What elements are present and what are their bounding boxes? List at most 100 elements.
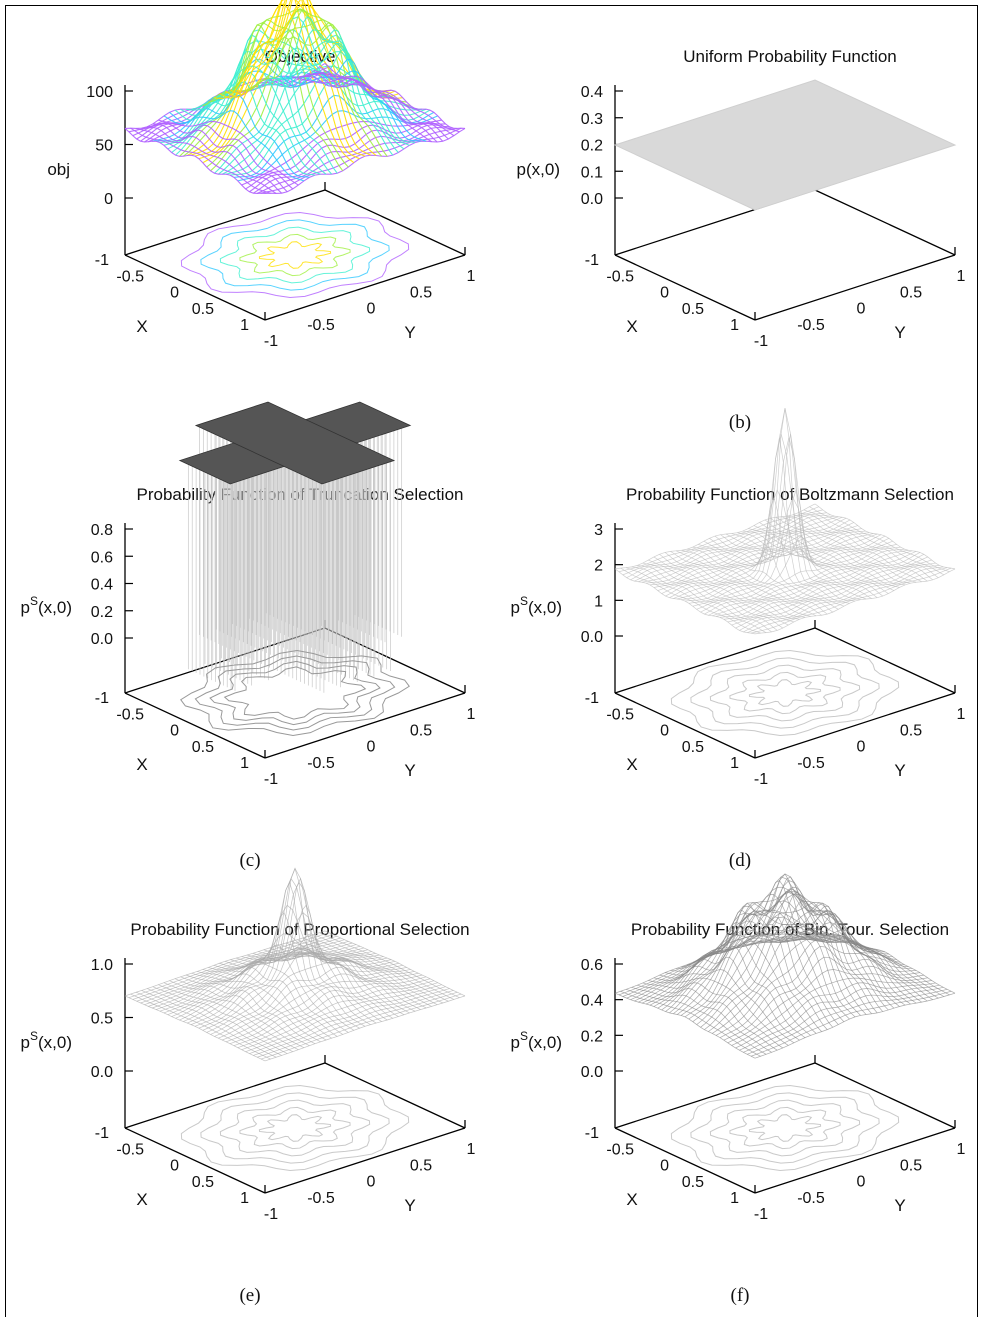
base-contour xyxy=(709,1099,861,1157)
chart-title: Uniform Probability Function xyxy=(683,47,897,66)
panel-d: Probability Function of Boltzmann Select… xyxy=(500,408,980,898)
mesh-line-y xyxy=(798,512,939,578)
x-tick-label: -1 xyxy=(585,690,599,707)
base-back-right xyxy=(814,189,956,256)
z-tick-label: 0.2 xyxy=(581,138,603,155)
y-tick-label: -1 xyxy=(264,333,278,350)
mesh-line-y xyxy=(130,993,271,1060)
y-axis-line xyxy=(264,692,466,759)
mesh-line-y xyxy=(224,0,366,157)
mesh-line-y xyxy=(675,550,817,617)
mesh-line-y xyxy=(720,876,861,1016)
y-axis-line xyxy=(264,254,466,321)
axes xyxy=(124,523,466,759)
x-tick-label: 0 xyxy=(660,723,669,740)
mesh-line-y xyxy=(124,995,266,1062)
mesh-line-y xyxy=(224,867,366,1027)
surface xyxy=(124,867,466,1171)
mesh-line-y xyxy=(135,991,277,1058)
z-tick-label: 0.2 xyxy=(91,604,113,621)
base-contour xyxy=(258,1114,332,1142)
x-tick-label: -1 xyxy=(95,690,109,707)
mesh-line-y xyxy=(770,517,911,584)
axes xyxy=(124,958,466,1194)
mesh-line-y xyxy=(798,932,939,999)
mesh-line-y xyxy=(681,549,822,616)
z-tick-label: 0.0 xyxy=(91,1064,113,1081)
mesh-line-y xyxy=(748,528,889,594)
mesh-line-y xyxy=(280,58,421,142)
x-tick-label: 1 xyxy=(730,317,739,334)
base-contour xyxy=(180,1085,410,1171)
mesh-line-y xyxy=(664,946,806,1038)
plot-area: Probability Function of Bin. Tour. Selec… xyxy=(511,873,966,1223)
mesh-line-y xyxy=(191,972,332,1039)
axes xyxy=(124,85,466,321)
z-tick-label: 0.1 xyxy=(581,164,603,181)
z-tick-label: 0.6 xyxy=(581,957,603,974)
mesh-line-y xyxy=(135,127,277,194)
y-tick-label: 1 xyxy=(467,706,476,723)
caption-e: (e) xyxy=(239,1285,261,1306)
x-tick-label: 0.5 xyxy=(192,1174,214,1191)
x-axis-label: X xyxy=(136,317,147,336)
mesh-line-y xyxy=(169,980,310,1047)
x-axis-label: X xyxy=(136,1190,147,1209)
mesh-line-y xyxy=(130,127,271,194)
x-tick-label: 1 xyxy=(240,1190,249,1207)
z-axis-label: pS(x,0) xyxy=(511,594,562,617)
mesh-line-y xyxy=(737,888,878,1014)
z-tick-label: 0.8 xyxy=(91,522,113,539)
z-tick-label: 100 xyxy=(86,84,113,101)
z-tick-label: 0.4 xyxy=(581,993,603,1010)
mesh-line-y xyxy=(737,532,878,598)
mesh-line-y xyxy=(147,124,288,193)
mesh-line-y xyxy=(698,544,839,610)
x-tick-label: -0.5 xyxy=(606,268,634,285)
z-axis-label: pS(x,0) xyxy=(21,1029,72,1052)
z-axis-label: pS(x,0) xyxy=(511,1029,562,1052)
mesh-line-y xyxy=(742,891,884,1012)
mesh-line-y xyxy=(659,956,800,1041)
mesh-line-y xyxy=(158,984,299,1051)
x-axis-line xyxy=(614,1127,756,1194)
mesh-line-y xyxy=(163,982,305,1049)
base-contour xyxy=(180,212,410,298)
y-tick-label: 0.5 xyxy=(900,1157,922,1174)
mesh-line-x xyxy=(731,977,932,1046)
mesh-line-y xyxy=(620,567,761,634)
x-tick-label: 0.5 xyxy=(192,301,214,318)
base-back-right xyxy=(814,1062,956,1129)
mesh-line-y xyxy=(764,519,906,586)
y-tick-label: -1 xyxy=(754,771,768,788)
mesh-line-x xyxy=(260,127,462,194)
z-tick-label: 2 xyxy=(594,558,603,575)
mesh-line-y xyxy=(759,522,900,588)
z-tick-label: 1 xyxy=(594,593,603,610)
mesh-line-y xyxy=(313,934,455,1000)
base-contour xyxy=(239,233,351,277)
figure-frame xyxy=(5,5,978,1317)
base-contour xyxy=(258,241,332,269)
x-tick-label: 1 xyxy=(240,317,249,334)
y-tick-label: 1 xyxy=(957,268,966,285)
mesh-line-x xyxy=(743,986,944,1053)
base-contour xyxy=(670,1085,900,1171)
x-tick-label: 0 xyxy=(170,285,179,302)
axes xyxy=(614,958,956,1194)
base-back-right xyxy=(814,627,956,694)
mesh-line-y xyxy=(731,891,872,1014)
x-axis-line xyxy=(124,254,266,321)
y-tick-label: 0 xyxy=(857,739,866,756)
mesh-line-x xyxy=(261,993,462,1060)
y-tick-label: -0.5 xyxy=(307,1190,335,1207)
z-axis-label: pS(x,0) xyxy=(21,594,72,617)
mesh-line-y xyxy=(324,63,466,129)
base-contour xyxy=(223,666,367,720)
x-tick-label: -0.5 xyxy=(116,1141,144,1158)
z-tick-label: 0 xyxy=(104,191,113,208)
mesh-line-y xyxy=(653,556,794,623)
z-tick-label: 1.0 xyxy=(91,957,113,974)
caption-c: (c) xyxy=(239,850,261,871)
axes xyxy=(614,523,956,759)
